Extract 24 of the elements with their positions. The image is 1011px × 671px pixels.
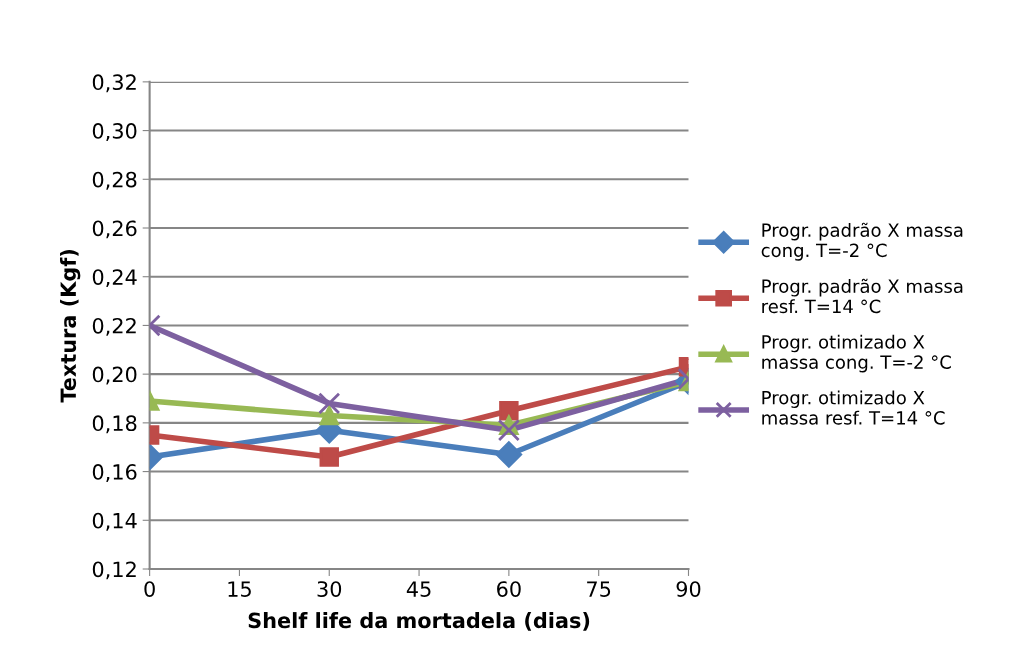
y-tick-label: 0,16 [92, 464, 137, 482]
y-tick-label: 0,24 [92, 269, 137, 288]
y-tick-label: 0,32 [92, 74, 136, 93]
y-tick-label: 0,12 [92, 561, 136, 580]
legend-label: Progr. otimizado X massa resf. T=14 °C [762, 390, 945, 425]
x-tick-label: 90 [676, 581, 701, 597]
y-tick-label: 0,28 [92, 171, 137, 190]
legend-label: Progr. otimizado X massa cong. T=-2 °C [762, 334, 951, 373]
y-axis-title: Textura (Kgf) [60, 249, 81, 403]
x-tick-label: 45 [406, 581, 431, 597]
y-tick-label: 0,14 [92, 512, 137, 531]
y-tick-label: 0,20 [92, 366, 137, 385]
y-tick-label: 0,18 [92, 415, 137, 434]
legend-label: Progr. padrão X massa cong. T=-2 °C [761, 222, 963, 261]
x-axis-title: Shelf life da mortadela (dias) [248, 612, 590, 631]
legend-label: Progr. padrão X massa resf. T=14 °C [762, 278, 963, 314]
x-tick-label: 30 [317, 581, 342, 597]
x-tick-label: 75 [587, 581, 611, 597]
y-tick-label: 0,22 [92, 317, 136, 336]
x-tick-label: 15 [228, 581, 251, 597]
x-tick-label: 60 [497, 581, 521, 597]
x-tick-label: 0 [144, 581, 155, 597]
y-tick-label: 0,30 [92, 123, 137, 141]
y-tick-label: 0,26 [92, 220, 137, 239]
